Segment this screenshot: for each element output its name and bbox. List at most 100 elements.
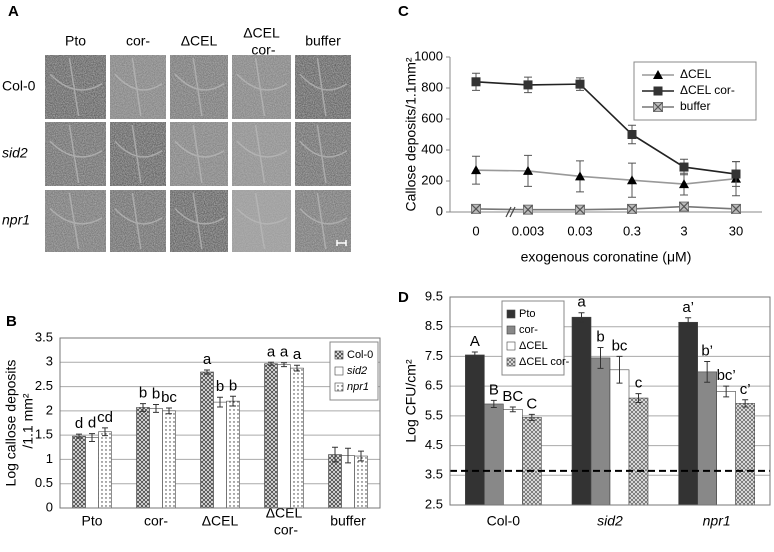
vein <box>299 57 348 117</box>
legend-label: cor- <box>519 324 538 336</box>
marker <box>679 162 689 172</box>
error-bar <box>742 399 749 408</box>
x-tick-label: 3 <box>680 223 687 238</box>
significance-letter: cd <box>97 409 113 426</box>
error-bar <box>528 413 535 421</box>
significance-letter: d <box>75 415 83 432</box>
plot-frame <box>59 337 381 509</box>
vein <box>114 192 163 250</box>
bar <box>465 354 485 506</box>
y-tick-label: 2.5 <box>425 496 443 511</box>
error-bar <box>685 317 692 328</box>
series-line <box>475 81 737 175</box>
error-bar <box>597 347 604 369</box>
x-tick-label: cor- <box>144 513 168 529</box>
y-title-group: Callose deposits/1.1mm² <box>403 57 419 211</box>
error-bar <box>635 393 642 403</box>
row-label: npr1 <box>2 212 30 228</box>
legend-label: buffer <box>680 99 710 113</box>
x-axis-title: exogenous coronatine (μM) <box>521 249 692 265</box>
marker-x <box>575 204 585 215</box>
vein <box>299 124 348 184</box>
y-tick-label: 600 <box>421 110 443 125</box>
panel-label: A <box>8 3 19 20</box>
x-tick-label: ΔCEL cor- <box>266 504 303 537</box>
x-tick-label: buffer <box>330 513 366 529</box>
legend-label: ΔCEL cor- <box>519 356 570 368</box>
error-bar <box>294 364 300 372</box>
y-tick-label: 200 <box>421 172 443 187</box>
x-tick-label: ΔCEL <box>202 513 239 529</box>
marker-x <box>653 102 663 112</box>
vein <box>174 124 225 184</box>
y-tick-label: 5.5 <box>425 407 443 422</box>
significance-letter: b <box>229 377 237 394</box>
series-line <box>475 205 737 211</box>
error-bar <box>490 399 497 409</box>
vein <box>49 124 103 184</box>
x-tick-label: 0 <box>472 223 479 238</box>
vein <box>49 192 103 250</box>
significance-letter: c’ <box>740 381 751 398</box>
error-bar <box>332 446 338 463</box>
y-tick-label: 0.5 <box>35 475 53 490</box>
legend-swatch <box>506 341 516 351</box>
column-header: Pto <box>65 33 86 49</box>
marker <box>575 204 585 215</box>
panel-label: C <box>398 3 409 20</box>
bar <box>290 367 304 509</box>
bar <box>277 364 291 509</box>
legend-marker <box>653 86 663 96</box>
error-bar <box>166 407 172 415</box>
significance-letter: a <box>293 346 302 363</box>
error-bar <box>281 362 287 368</box>
vein <box>236 192 288 250</box>
significance-letter: bc <box>612 337 628 354</box>
bar <box>264 363 278 509</box>
legend-swatch <box>506 309 516 319</box>
marker <box>523 165 533 175</box>
error-bar <box>509 406 516 413</box>
x-tick-label: Col-0 <box>487 513 521 529</box>
error-bar <box>345 447 351 464</box>
marker-x <box>471 203 481 214</box>
vein <box>236 57 288 117</box>
y-tick-label: 3.5 <box>425 467 443 482</box>
legend-swatch <box>334 382 344 392</box>
significance-letter: A <box>470 333 480 350</box>
marker <box>523 80 533 90</box>
significance-letter: a’ <box>682 299 694 316</box>
significance-letter: b <box>216 378 224 395</box>
error-bar <box>140 403 146 412</box>
x-tick-label: 30 <box>729 223 743 238</box>
marker <box>471 203 481 214</box>
y-axis-title: Log callose deposits /1.1 mm² <box>2 360 35 487</box>
column-header: ΔCEL cor- <box>243 24 280 57</box>
bar <box>522 417 542 506</box>
y-title-group: Log CFU/cm² <box>403 359 419 443</box>
y-tick-label: 8.5 <box>425 318 443 333</box>
significance-letter: b <box>139 385 147 402</box>
x-tick-label: 0.003 <box>512 223 545 238</box>
bar <box>571 316 592 506</box>
vein <box>299 192 348 250</box>
y-tick-label: 0 <box>436 203 443 218</box>
marker-x <box>679 201 689 212</box>
plot-frame <box>449 296 771 506</box>
bar <box>716 391 736 506</box>
significance-letter: b <box>596 328 604 345</box>
legend-label: ΔCEL <box>519 340 548 352</box>
legend-label: Col-0 <box>347 349 373 361</box>
significance-letter: d <box>88 415 96 432</box>
bar <box>98 431 112 509</box>
significance-letter: b <box>152 386 160 403</box>
x-tick-label: 0.3 <box>623 223 641 238</box>
column-header: ΔCEL <box>181 33 218 49</box>
error-bar <box>616 355 623 384</box>
error-bar <box>230 395 236 407</box>
row-label: sid2 <box>2 145 28 161</box>
y-tick-label: 9.5 <box>425 288 443 303</box>
legend-swatch <box>506 325 516 335</box>
bar <box>678 321 698 506</box>
